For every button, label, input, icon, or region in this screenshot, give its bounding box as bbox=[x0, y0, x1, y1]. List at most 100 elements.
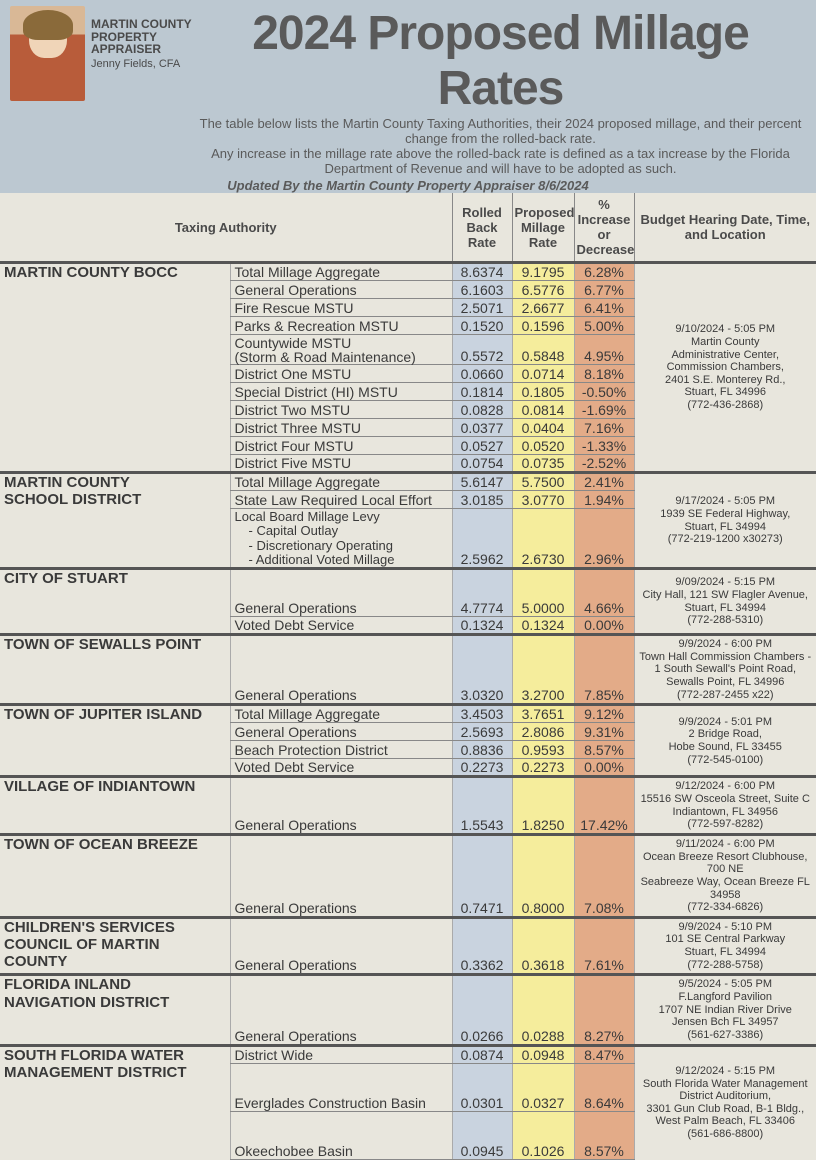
table-row: TOWN OF SEWALLS POINTGeneral Operations3… bbox=[0, 635, 816, 705]
table-row: MARTIN COUNTYSCHOOL DISTRICTTotal Millag… bbox=[0, 473, 816, 491]
col-hearing: Budget Hearing Date, Time, and Location bbox=[634, 193, 816, 263]
proposed-rate: 0.2273 bbox=[512, 759, 574, 777]
pct-change: 7.16% bbox=[574, 419, 634, 437]
rolled-back-rate: 0.0874 bbox=[452, 1045, 512, 1063]
proposed-rate: 0.5848 bbox=[512, 335, 574, 365]
subtitle-1: The table below lists the Martin County … bbox=[195, 116, 806, 146]
rolled-back-rate: 0.0266 bbox=[452, 975, 512, 1045]
proposed-rate: 0.1805 bbox=[512, 383, 574, 401]
pct-change: 8.57% bbox=[574, 741, 634, 759]
authority-name: TOWN OF OCEAN BREEZE bbox=[0, 834, 230, 917]
hearing-info: 9/5/2024 - 5:05 PMF.Langford Pavilion170… bbox=[634, 975, 816, 1045]
proposed-rate: 5.7500 bbox=[512, 473, 574, 491]
line-item: Voted Debt Service bbox=[230, 759, 452, 777]
authority-name: SOUTH FLORIDA WATERMANAGEMENT DISTRICT bbox=[0, 1045, 230, 1159]
rolled-back-rate: 5.6147 bbox=[452, 473, 512, 491]
updated-line: Updated By the Martin County Property Ap… bbox=[0, 178, 816, 193]
col-proposed: Proposed Millage Rate bbox=[512, 193, 574, 263]
line-item: District Five MSTU bbox=[230, 455, 452, 473]
rolled-back-rate: 0.0660 bbox=[452, 365, 512, 383]
rolled-back-rate: 0.0527 bbox=[452, 437, 512, 455]
pct-change: 8.57% bbox=[574, 1111, 634, 1159]
rolled-back-rate: 6.1603 bbox=[452, 281, 512, 299]
line-item: Local Board Millage Levy- Capital Outlay… bbox=[230, 509, 452, 569]
line-item: General Operations bbox=[230, 834, 452, 917]
hearing-info: 9/9/2024 - 5:01 PM2 Bridge Road,Hobe Sou… bbox=[634, 705, 816, 777]
proposed-rate: 0.0404 bbox=[512, 419, 574, 437]
rolled-back-rate: 3.4503 bbox=[452, 705, 512, 723]
proposed-rate: 2.6677 bbox=[512, 299, 574, 317]
proposed-rate: 5.0000 bbox=[512, 569, 574, 617]
pct-change: 6.77% bbox=[574, 281, 634, 299]
table-row: VILLAGE OF INDIANTOWNGeneral Operations1… bbox=[0, 777, 816, 835]
pct-change: -1.69% bbox=[574, 401, 634, 419]
proposed-rate: 1.8250 bbox=[512, 777, 574, 835]
hearing-info: 9/10/2024 - 5:05 PMMartin CountyAdminist… bbox=[634, 263, 816, 473]
line-item: Parks & Recreation MSTU bbox=[230, 317, 452, 335]
proposed-rate: 0.1324 bbox=[512, 617, 574, 635]
pct-change: 8.64% bbox=[574, 1063, 634, 1111]
millage-table: Taxing Authority Rolled Back Rate Propos… bbox=[0, 193, 816, 1160]
proposed-rate: 0.9593 bbox=[512, 741, 574, 759]
rolled-back-rate: 0.1520 bbox=[452, 317, 512, 335]
authority-name: CHILDREN'S SERVICESCOUNCIL OF MARTIN COU… bbox=[0, 917, 230, 975]
pct-change: 9.12% bbox=[574, 705, 634, 723]
pct-change: 9.31% bbox=[574, 723, 634, 741]
hearing-info: 9/17/2024 - 5:05 PM1939 SE Federal Highw… bbox=[634, 473, 816, 569]
table-row: FLORIDA INLANDNAVIGATION DISTRICTGeneral… bbox=[0, 975, 816, 1045]
proposed-rate: 3.7651 bbox=[512, 705, 574, 723]
line-item: Voted Debt Service bbox=[230, 617, 452, 635]
line-item: Countywide MSTU(Storm & Road Maintenance… bbox=[230, 335, 452, 365]
pct-change: 1.94% bbox=[574, 491, 634, 509]
rolled-back-rate: 8.6374 bbox=[452, 263, 512, 281]
org-line-2: PROPERTY APPRAISER bbox=[91, 31, 195, 56]
line-item: General Operations bbox=[230, 281, 452, 299]
proposed-rate: 3.2700 bbox=[512, 635, 574, 705]
appraiser-info: MARTIN COUNTY PROPERTY APPRAISER Jenny F… bbox=[85, 6, 195, 176]
col-taxing-authority: Taxing Authority bbox=[0, 193, 452, 263]
rolled-back-rate: 0.0945 bbox=[452, 1111, 512, 1159]
rolled-back-rate: 3.0185 bbox=[452, 491, 512, 509]
hearing-info: 9/12/2024 - 6:00 PM15516 SW Osceola Stre… bbox=[634, 777, 816, 835]
proposed-rate: 6.5776 bbox=[512, 281, 574, 299]
rolled-back-rate: 0.1814 bbox=[452, 383, 512, 401]
pct-change: 4.95% bbox=[574, 335, 634, 365]
rolled-back-rate: 2.5071 bbox=[452, 299, 512, 317]
pct-change: 7.85% bbox=[574, 635, 634, 705]
proposed-rate: 0.0288 bbox=[512, 975, 574, 1045]
pct-change: 7.08% bbox=[574, 834, 634, 917]
line-item: Okeechobee Basin bbox=[230, 1111, 452, 1159]
rolled-back-rate: 0.7471 bbox=[452, 834, 512, 917]
table-row: TOWN OF OCEAN BREEZEGeneral Operations0.… bbox=[0, 834, 816, 917]
rolled-back-rate: 2.5962 bbox=[452, 509, 512, 569]
pct-change: 8.27% bbox=[574, 975, 634, 1045]
rolled-back-rate: 2.5693 bbox=[452, 723, 512, 741]
hearing-info: 9/11/2024 - 6:00 PMOcean Breeze Resort C… bbox=[634, 834, 816, 917]
line-item: District Two MSTU bbox=[230, 401, 452, 419]
proposed-rate: 0.3618 bbox=[512, 917, 574, 975]
line-item: Everglades Construction Basin bbox=[230, 1063, 452, 1111]
pct-change: -0.50% bbox=[574, 383, 634, 401]
line-item: Total Millage Aggregate bbox=[230, 705, 452, 723]
proposed-rate: 2.8086 bbox=[512, 723, 574, 741]
pct-change: -2.52% bbox=[574, 455, 634, 473]
col-rolled: Rolled Back Rate bbox=[452, 193, 512, 263]
pct-change: 6.28% bbox=[574, 263, 634, 281]
line-item: General Operations bbox=[230, 777, 452, 835]
authority-name: TOWN OF JUPITER ISLAND bbox=[0, 705, 230, 777]
table-header-row: Taxing Authority Rolled Back Rate Propos… bbox=[0, 193, 816, 263]
proposed-rate: 0.0714 bbox=[512, 365, 574, 383]
proposed-rate: 2.6730 bbox=[512, 509, 574, 569]
rolled-back-rate: 0.0377 bbox=[452, 419, 512, 437]
rolled-back-rate: 0.3362 bbox=[452, 917, 512, 975]
rolled-back-rate: 0.1324 bbox=[452, 617, 512, 635]
authority-name: VILLAGE OF INDIANTOWN bbox=[0, 777, 230, 835]
proposed-rate: 0.0327 bbox=[512, 1063, 574, 1111]
subtitle-2: Any increase in the millage rate above t… bbox=[195, 146, 806, 176]
line-item: State Law Required Local Effort bbox=[230, 491, 452, 509]
rolled-back-rate: 1.5543 bbox=[452, 777, 512, 835]
table-row: CHILDREN'S SERVICESCOUNCIL OF MARTIN COU… bbox=[0, 917, 816, 975]
line-item: District Three MSTU bbox=[230, 419, 452, 437]
org-line-1: MARTIN COUNTY bbox=[91, 18, 195, 31]
line-item: District One MSTU bbox=[230, 365, 452, 383]
